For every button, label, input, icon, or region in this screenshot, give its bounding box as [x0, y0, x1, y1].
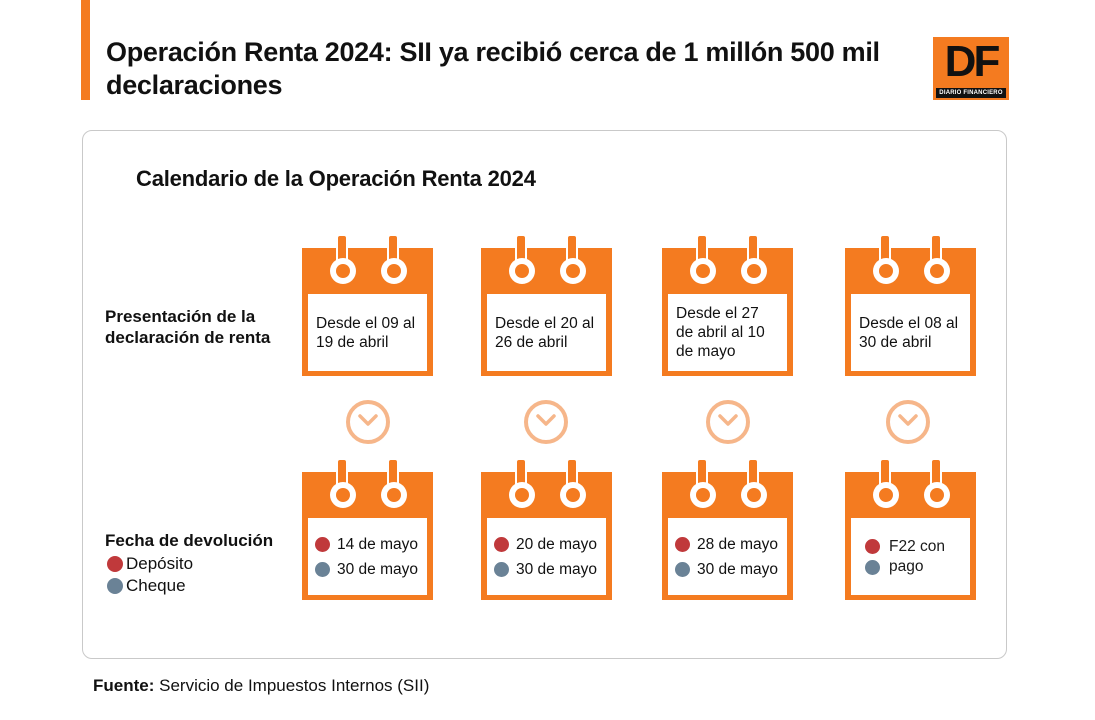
chevron-down-icon	[524, 400, 568, 444]
calendar-icon: Desde el 08 al 30 de abril	[845, 234, 976, 376]
source-label: Fuente:	[93, 676, 155, 695]
return-deposit-1: 14 de mayo	[315, 532, 419, 557]
logo-mark: DF	[944, 37, 1001, 86]
legend-deposit: Depósito	[107, 553, 193, 575]
panel-title: Calendario de la Operación Renta 2024	[136, 166, 536, 191]
deposit-dot-icon	[494, 536, 509, 552]
source-text: Servicio de Impuestos Internos (SII)	[159, 676, 430, 695]
check-dot-icon	[675, 561, 690, 577]
chevron-down-icon	[886, 400, 930, 444]
presentation-period-3: Desde el 27 de abril al 10 de mayo	[676, 305, 765, 360]
legend-deposit-label: Depósito	[126, 554, 194, 573]
chevron-down-icon	[346, 400, 390, 444]
legend-check: Cheque	[107, 575, 193, 597]
calendar-icon: Desde el 20 al 26 de abril	[481, 234, 612, 376]
calendar-icon: Desde el 09 al 19 de abril	[302, 234, 433, 376]
check-dot-icon	[107, 578, 123, 594]
calendar-icon: 28 de mayo 30 de mayo	[662, 458, 793, 600]
source-note: Fuente: Servicio de Impuestos Internos (…	[93, 676, 429, 696]
logo-subtitle: DIARIO FINANCIERO	[936, 88, 1006, 98]
return-check-1: 30 de mayo	[315, 557, 419, 582]
presentation-row-label: Presentación de la declaración de renta	[105, 307, 271, 347]
presentation-period-4: Desde el 08 al 30 de abril	[859, 314, 959, 351]
presentation-period-2: Desde el 20 al 26 de abril	[495, 314, 595, 351]
calendar-icon: F22 con pago	[845, 458, 976, 600]
check-dot-icon	[315, 561, 330, 577]
calendar-icon: 14 de mayo 30 de mayo	[302, 458, 433, 600]
check-dot-icon	[494, 561, 509, 577]
calendar-panel	[82, 130, 1007, 659]
return-deposit-2: 20 de mayo	[494, 532, 598, 557]
df-logo: DF DIARIO FINANCIERO	[933, 37, 1009, 100]
return-deposit-3: 28 de mayo	[675, 532, 779, 557]
return-row-label: Fecha de devolución	[105, 531, 274, 550]
presentation-period-1: Desde el 09 al 19 de abril	[316, 314, 416, 351]
return-f22-label: F22 con pago	[889, 537, 946, 575]
return-f22: F22 con pago	[865, 537, 962, 577]
chevron-down-icon	[706, 400, 750, 444]
calendar-icon: 20 de mayo 30 de mayo	[481, 458, 612, 600]
legend-check-label: Cheque	[126, 576, 186, 595]
deposit-dot-icon	[675, 536, 690, 552]
calendar-icon: Desde el 27 de abril al 10 de mayo	[662, 234, 793, 376]
legend: Depósito Cheque	[107, 553, 193, 597]
check-dot-icon	[865, 559, 880, 575]
deposit-dot-icon	[865, 538, 880, 554]
headline: Operación Renta 2024: SII ya recibió cer…	[106, 37, 880, 100]
deposit-dot-icon	[315, 536, 330, 552]
return-check-3: 30 de mayo	[675, 557, 779, 582]
accent-bar	[81, 0, 90, 100]
deposit-dot-icon	[107, 556, 123, 572]
return-check-2: 30 de mayo	[494, 557, 598, 582]
